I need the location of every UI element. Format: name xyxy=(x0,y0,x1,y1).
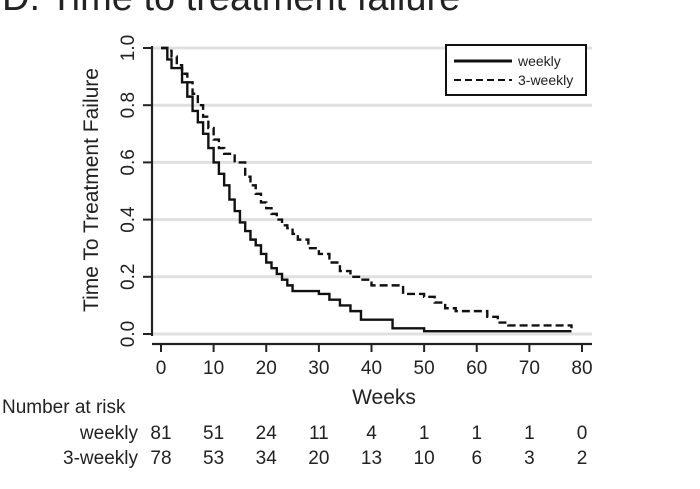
x-tick-label: 20 xyxy=(256,358,277,379)
x-tick-label: 70 xyxy=(519,358,540,379)
risk-row-label-3-weekly: 3-weekly xyxy=(63,448,138,469)
risk-count: 4 xyxy=(366,423,377,444)
y-tick-label: 0.8 xyxy=(118,92,139,118)
risk-count: 10 xyxy=(413,448,435,469)
risk-count: 0 xyxy=(576,423,588,444)
x-tick-label: 50 xyxy=(414,358,435,379)
risk-count: 20 xyxy=(308,448,330,469)
x-tick-label: 40 xyxy=(361,358,382,379)
axes: 0.0 0.2 0.4 0.6 0.8 1.0 0 10 20 30 40 50 60 70 80 xyxy=(118,35,593,379)
risk-count: 24 xyxy=(255,423,277,444)
risk-count: 3 xyxy=(524,448,535,469)
risk-count: 53 xyxy=(203,448,225,469)
risk-count: 13 xyxy=(360,448,383,469)
y-tick-label: 1.0 xyxy=(118,35,139,61)
y-axis-label: Time To Treatment Failure xyxy=(80,68,103,312)
x-tick-label: 0 xyxy=(156,358,167,379)
legend-label-3-weekly: 3-weekly xyxy=(518,72,573,88)
x-axis-label: Weeks xyxy=(352,386,416,409)
x-tick-label: 60 xyxy=(466,358,487,379)
risk-count: 1 xyxy=(471,423,483,444)
x-tick-label: 30 xyxy=(308,358,329,379)
risk-count: 51 xyxy=(203,423,225,444)
risk-count: 81 xyxy=(150,423,172,444)
legend-box xyxy=(445,44,587,96)
risk-count: 78 xyxy=(150,448,172,469)
chart-title: D. Time to treatment failure xyxy=(2,0,460,19)
survival-curves xyxy=(161,46,573,333)
legend-label-weekly: weekly xyxy=(517,53,561,69)
x-tick-label: 10 xyxy=(203,358,224,379)
y-tick-label: 0.0 xyxy=(118,321,139,347)
grid xyxy=(153,46,592,336)
risk-table-heading: Number at risk xyxy=(2,397,126,418)
y-tick-label: 0.6 xyxy=(118,149,139,175)
curve-weekly xyxy=(161,46,572,333)
risk-count: 1 xyxy=(524,423,535,444)
risk-count: 1 xyxy=(418,423,430,444)
legend: weekly 3-weekly xyxy=(445,44,587,96)
risk-count: 11 xyxy=(309,423,329,444)
risk-count: 6 xyxy=(471,448,483,469)
risk-count: 2 xyxy=(576,448,588,469)
risk-row-label-weekly: weekly xyxy=(79,423,138,444)
x-tick-label: 80 xyxy=(571,358,592,379)
y-tick-label: 0.4 xyxy=(118,206,139,233)
y-tick-label: 0.2 xyxy=(118,264,139,290)
risk-count: 34 xyxy=(255,448,277,469)
